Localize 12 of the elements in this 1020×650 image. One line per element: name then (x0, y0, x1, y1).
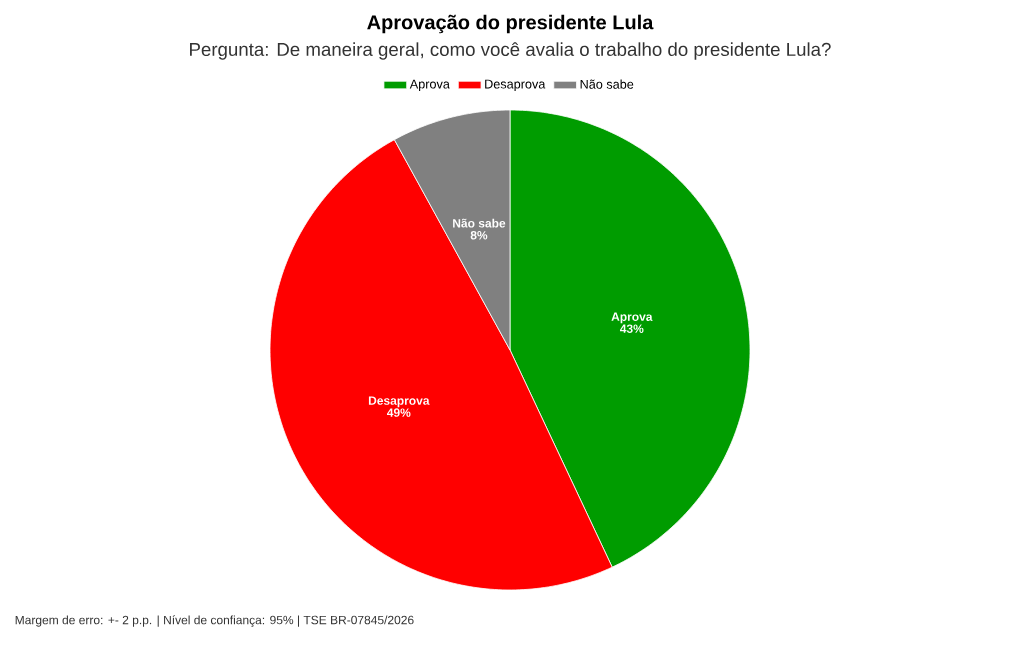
text: Margem de erro: +- 2 p.p. | Nível de confiança: 95% | TSE BR-07845/2026 (15, 615, 414, 627)
data-label: 49% (386, 408, 411, 417)
legend-label: Aprova (409, 79, 450, 92)
slice-label: Aprova (611, 312, 653, 324)
chart-subtitle: Pergunta: De maneira geral, como você avalia o trabalho do presidente Lula? (190, 42, 831, 60)
chart-title: Aprovação do presidente Lula (367, 14, 654, 34)
legend-label: Não sabe (580, 79, 634, 89)
slice-label: Desaprova (368, 396, 430, 408)
data-label: 43% (619, 324, 644, 333)
data-label: 8% (470, 231, 488, 240)
slice-label: Não sabe (453, 218, 506, 228)
legend-label: Desaprova (485, 79, 546, 92)
